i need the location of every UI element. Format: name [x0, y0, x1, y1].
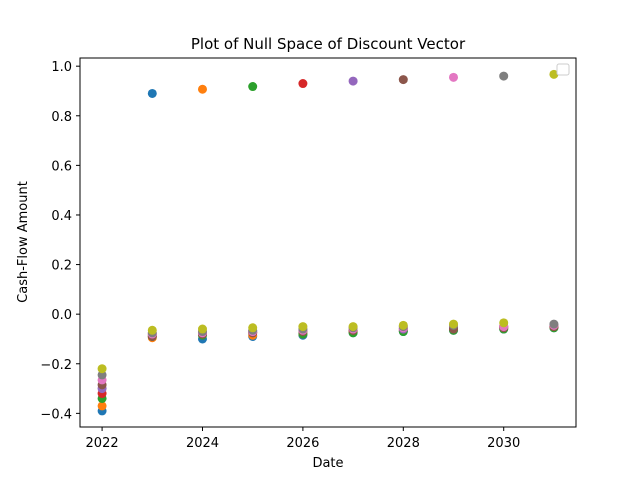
y-tick-label: 0.4	[51, 209, 72, 224]
data-point	[348, 322, 358, 332]
data-point	[147, 88, 157, 98]
data-point	[298, 322, 308, 332]
data-point	[398, 320, 408, 330]
data-points	[97, 69, 559, 416]
data-point	[97, 364, 107, 374]
data-point	[449, 319, 459, 329]
data-point	[499, 71, 509, 81]
data-point	[449, 72, 459, 82]
y-axis: −0.4 −0.2 0.0 0.2 0.4 0.6 0.8 1.0	[40, 60, 80, 422]
data-point	[499, 318, 509, 328]
plot-frame	[79, 57, 577, 428]
x-axis-label: Date	[312, 456, 343, 471]
x-tick-label: 2030	[487, 436, 520, 451]
x-axis: 2022 2024 2026 2028 2030	[86, 427, 520, 451]
legend-box	[556, 63, 570, 76]
chart-title: Plot of Null Space of Discount Vector	[191, 35, 466, 53]
data-point	[197, 324, 207, 334]
y-tick-label: 0.0	[51, 308, 72, 323]
y-tick-label: 0.6	[51, 159, 72, 174]
data-point	[348, 76, 358, 86]
x-tick-label: 2024	[186, 436, 219, 451]
y-tick-label: 0.2	[51, 259, 72, 274]
data-point	[147, 325, 157, 335]
x-tick-label: 2028	[387, 436, 420, 451]
y-axis-label: Cash-Flow Amount	[16, 181, 31, 303]
data-point	[298, 79, 308, 89]
data-point	[197, 84, 207, 94]
data-point	[97, 401, 107, 411]
y-tick-label: −0.4	[40, 407, 72, 422]
y-tick-label: 0.8	[51, 110, 72, 125]
x-tick-label: 2022	[86, 436, 119, 451]
data-point	[248, 323, 258, 333]
y-tick-label: 1.0	[51, 60, 72, 75]
data-point	[549, 69, 559, 79]
x-tick-label: 2026	[286, 436, 319, 451]
data-point	[248, 82, 258, 92]
y-tick-label: −0.2	[40, 358, 72, 373]
data-point	[97, 370, 107, 380]
data-point	[549, 319, 559, 329]
data-point	[398, 75, 408, 85]
